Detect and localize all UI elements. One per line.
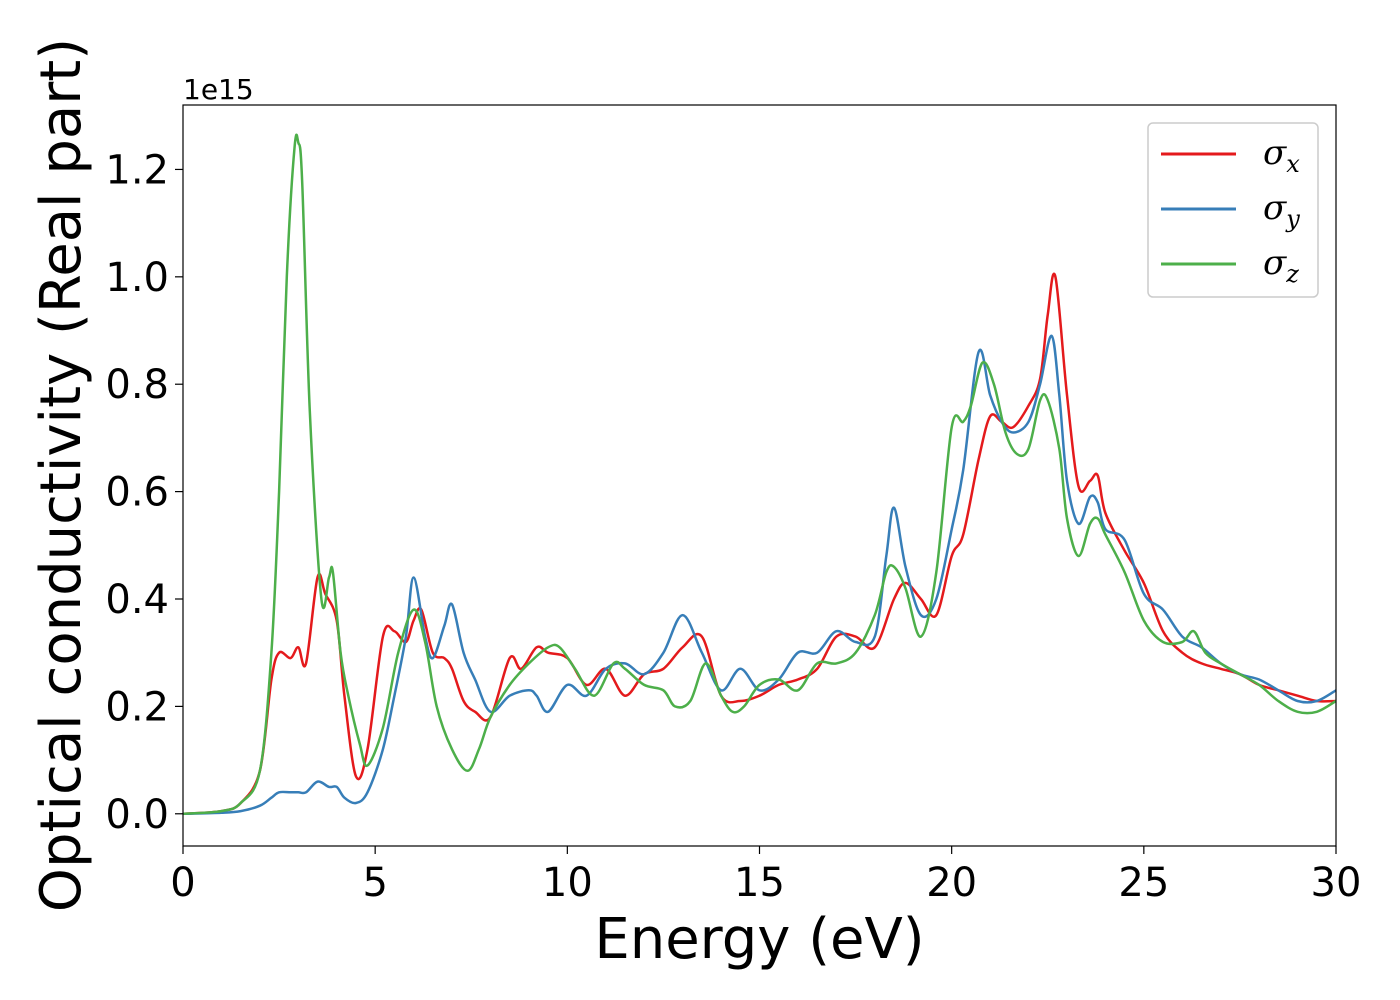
y-tick-label: 1.0 (105, 255, 169, 301)
x-tick-label: 25 (1118, 860, 1169, 906)
y-tick-label: 0.6 (105, 470, 169, 516)
series-line-sigma-x (183, 272, 1336, 816)
x-axis-ticks: 0 5 10 15 20 25 30 (170, 846, 1361, 906)
y-axis-ticks: 0.0 0.2 0.4 0.6 0.8 1.0 1.2 (105, 147, 183, 838)
y-tick-label: 0.4 (105, 577, 169, 623)
series-line-sigma-z (183, 133, 1336, 816)
x-tick-label: 10 (542, 860, 593, 906)
x-tick-label: 20 (926, 860, 977, 906)
legend-label-sigma-z: σz (1263, 243, 1299, 288)
x-tick-label: 15 (734, 860, 785, 906)
x-axis-title: Energy (eV) (594, 907, 924, 972)
series-line-sigma-y (183, 334, 1336, 816)
legend-label-sigma-y: σy (1263, 188, 1300, 233)
y-tick-label: 1.2 (105, 147, 169, 193)
x-tick-label: 30 (1311, 860, 1362, 906)
y-tick-label: 0.0 (105, 792, 169, 838)
legend: σx σy σz (1147, 122, 1319, 298)
y-axis-offset-label: 1e15 (183, 73, 254, 106)
x-tick-label: 0 (170, 860, 195, 906)
series-layer (183, 133, 1336, 816)
y-tick-label: 0.2 (105, 684, 169, 730)
y-axis-title: Optical conductivity (Real part) (29, 38, 94, 912)
y-tick-label: 0.8 (105, 362, 169, 408)
x-tick-label: 5 (362, 860, 387, 906)
legend-label-sigma-x: σx (1263, 133, 1300, 178)
